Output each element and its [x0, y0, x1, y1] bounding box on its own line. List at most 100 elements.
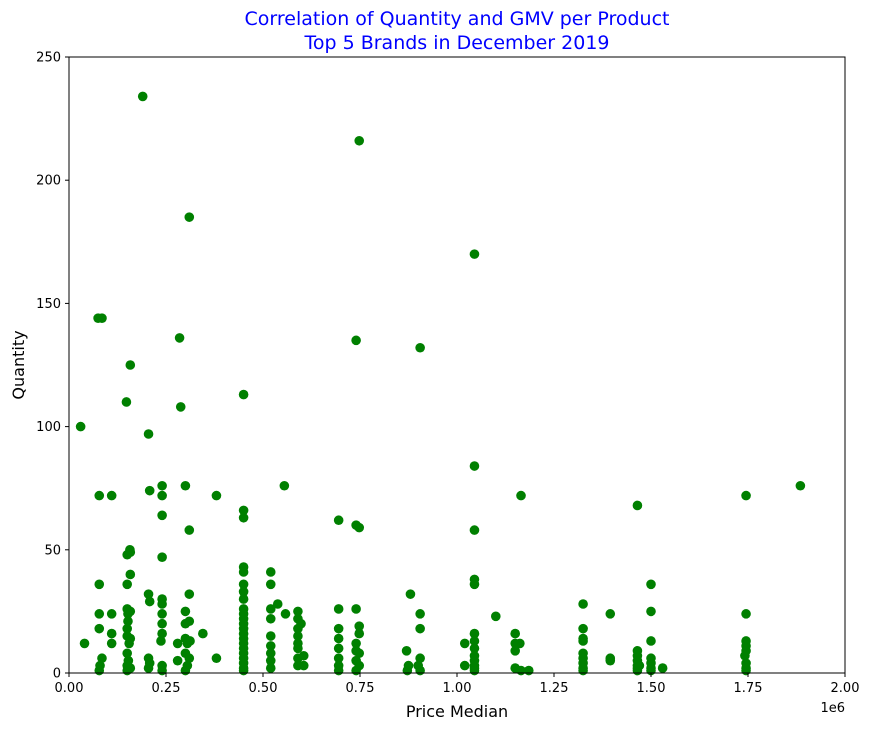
x-tick-label: 0.50: [249, 681, 278, 696]
data-point: [157, 510, 167, 521]
data-point: [94, 623, 105, 634]
data-point: [605, 655, 616, 666]
data-point: [94, 490, 105, 501]
data-point: [415, 609, 425, 619]
data-point: [578, 599, 588, 609]
data-point: [523, 665, 534, 676]
data-point: [211, 653, 222, 664]
data-point: [516, 490, 526, 501]
data-point: [415, 653, 425, 664]
x-tick-label: 1.50: [637, 681, 666, 696]
data-point: [122, 648, 132, 659]
data-point: [415, 665, 425, 676]
data-point: [143, 429, 154, 439]
data-point: [510, 628, 520, 639]
data-point: [180, 665, 191, 676]
x-axis: 0.00 0.25 0.50 0.75 1.00 1.25 1.50 1.75 2.00: [55, 673, 859, 696]
data-point: [157, 618, 167, 629]
data-point: [279, 480, 290, 491]
data-point: [632, 500, 643, 511]
data-point: [605, 609, 616, 619]
data-point: [75, 421, 86, 432]
data-point: [354, 135, 365, 146]
data-point: [106, 628, 117, 639]
data-point: [333, 623, 344, 634]
data-point: [97, 653, 107, 664]
data-point: [333, 643, 344, 654]
y-tick-label: 200: [36, 174, 61, 189]
data-point: [79, 638, 90, 649]
x-tick-label: 0.75: [346, 681, 375, 696]
data-point: [491, 611, 501, 622]
points-layer: [75, 91, 806, 676]
data-point: [185, 636, 195, 646]
data-point: [125, 606, 136, 617]
data-point: [180, 606, 191, 617]
data-point: [351, 604, 361, 614]
plot-area-frame: [68, 56, 846, 674]
data-point: [265, 613, 276, 624]
data-point: [157, 599, 167, 609]
data-point: [469, 636, 480, 646]
data-point: [157, 480, 167, 491]
data-point: [293, 643, 303, 654]
data-point: [94, 609, 105, 619]
data-point: [238, 594, 249, 604]
data-point: [174, 333, 185, 343]
data-point: [469, 461, 480, 471]
data-point: [238, 389, 249, 400]
data-point: [122, 665, 132, 676]
data-point: [354, 628, 365, 639]
data-point: [298, 660, 309, 671]
data-point: [405, 589, 416, 599]
data-point: [184, 525, 195, 535]
y-axis: 0 50 100 150 200 250: [36, 51, 69, 682]
data-point: [469, 525, 480, 535]
data-point: [401, 646, 412, 656]
data-point: [157, 490, 167, 501]
data-point: [333, 665, 344, 676]
data-point: [238, 579, 249, 590]
data-point: [646, 606, 656, 617]
data-point: [469, 249, 480, 259]
data-point: [333, 604, 344, 614]
data-point: [272, 599, 283, 609]
data-point: [469, 643, 480, 654]
data-point: [351, 638, 361, 649]
data-point: [121, 397, 132, 407]
data-point: [741, 665, 751, 676]
data-point: [354, 522, 365, 533]
data-point: [238, 505, 249, 516]
data-point: [293, 631, 303, 641]
data-point: [94, 579, 105, 590]
data-point: [510, 646, 520, 656]
data-point: [125, 547, 136, 558]
data-point: [265, 663, 276, 673]
data-point: [180, 480, 191, 491]
data-point: [156, 636, 166, 646]
data-point: [469, 579, 480, 590]
x-axis-label: Price Median: [406, 702, 508, 721]
data-point: [459, 638, 470, 649]
data-point: [657, 663, 668, 673]
data-point: [265, 655, 276, 666]
y-tick-label: 250: [36, 51, 61, 66]
data-point: [172, 655, 183, 666]
data-point: [184, 653, 195, 664]
data-point: [578, 623, 588, 634]
data-point: [143, 663, 154, 673]
data-point: [646, 636, 656, 646]
data-point: [143, 589, 154, 599]
data-point: [296, 618, 306, 629]
data-point: [238, 586, 249, 597]
data-point: [402, 665, 413, 676]
data-point: [469, 628, 480, 639]
data-point: [354, 621, 365, 631]
data-point: [157, 628, 167, 639]
data-point: [125, 633, 136, 644]
data-point: [634, 660, 645, 671]
data-point: [265, 567, 276, 577]
data-point: [265, 641, 276, 651]
data-point: [125, 569, 136, 580]
